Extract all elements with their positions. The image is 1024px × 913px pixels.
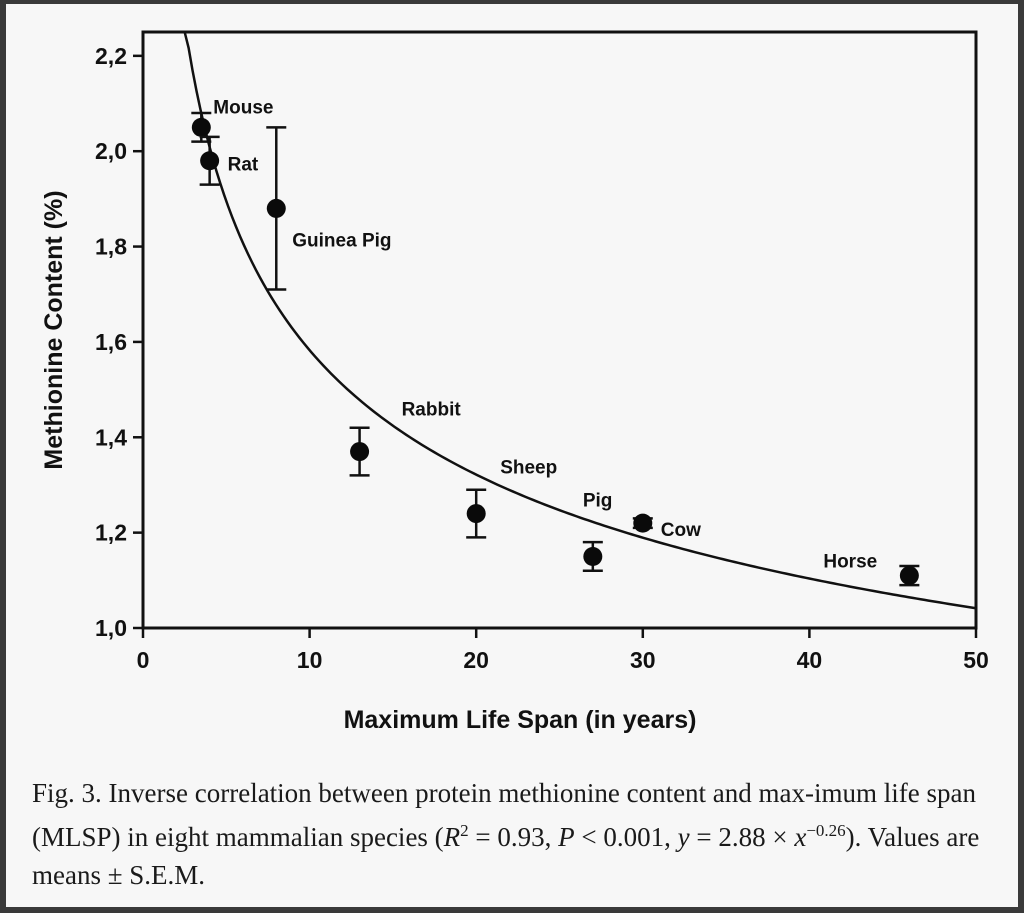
point-label: Rat bbox=[228, 155, 259, 176]
data-point-group: Sheep bbox=[466, 458, 557, 539]
data-point-group: Guinea Pig bbox=[266, 126, 392, 291]
x-tick-label: 10 bbox=[297, 647, 323, 673]
x-tick-label: 20 bbox=[463, 647, 489, 673]
figure-caption: Fig. 3. Inverse correlation between prot… bbox=[32, 774, 1002, 894]
caption-p: P bbox=[558, 822, 575, 852]
data-point bbox=[200, 151, 220, 171]
point-label: Pig bbox=[583, 490, 613, 511]
y-tick-label: 1,0 bbox=[95, 615, 127, 641]
y-tick-label: 1,6 bbox=[95, 329, 127, 355]
caption-text-3: < 0.001, bbox=[574, 822, 678, 852]
x-tick-label: 40 bbox=[797, 647, 823, 673]
y-tick-label: 1,8 bbox=[95, 234, 127, 260]
point-label: Guinea Pig bbox=[292, 230, 391, 251]
caption-y: y bbox=[677, 822, 690, 852]
y-axis-title: Methionine Content (%) bbox=[40, 190, 68, 469]
caption-text-1: Inverse correlation between protein meth… bbox=[32, 778, 976, 852]
caption-text-4: = 2.88 × bbox=[689, 822, 795, 852]
data-point bbox=[191, 117, 211, 137]
caption-r: R bbox=[443, 822, 461, 852]
y-tick-label: 1,2 bbox=[95, 520, 127, 546]
point-label: Mouse bbox=[213, 97, 273, 118]
data-point-group: Mouse bbox=[191, 97, 273, 143]
caption-x-exp: −0.26 bbox=[806, 821, 846, 840]
x-tick-label: 50 bbox=[963, 647, 989, 673]
plot-frame bbox=[141, 30, 978, 630]
x-tick-label: 0 bbox=[137, 647, 150, 673]
x-axis-title: Maximum Life Span (in years) bbox=[344, 706, 697, 734]
data-point bbox=[466, 504, 486, 524]
data-point bbox=[266, 198, 286, 218]
caption-fig-label: Fig. 3. bbox=[32, 778, 102, 808]
data-point bbox=[350, 442, 370, 462]
data-point-group: Cow bbox=[632, 513, 701, 541]
data-point-group: Horse bbox=[823, 552, 920, 587]
data-point bbox=[633, 513, 653, 533]
chart: Mouse Rat Guinea Pig Rabbit Sheep Pig Cow Horse… bbox=[40, 30, 989, 734]
point-label: Sheep bbox=[500, 458, 557, 479]
data-point-group: Pig bbox=[582, 490, 613, 573]
caption-r-exp: 2 bbox=[460, 821, 469, 840]
y-tick-label: 2,0 bbox=[95, 138, 127, 164]
caption-text-5: ). Values are means ± S.E.M. bbox=[32, 822, 980, 890]
y-tick-label: 2,2 bbox=[95, 43, 127, 69]
data-point bbox=[899, 566, 919, 586]
point-label: Horse bbox=[823, 552, 877, 573]
data-point-group: Rat bbox=[199, 135, 259, 186]
x-tick-label: 30 bbox=[630, 647, 656, 673]
data-point bbox=[583, 546, 603, 566]
figure-panel: Mouse Rat Guinea Pig Rabbit Sheep Pig Cow Horse… bbox=[6, 4, 1018, 907]
point-label: Rabbit bbox=[402, 400, 462, 421]
y-tick-label: 1,4 bbox=[95, 424, 127, 450]
fit-curve bbox=[183, 31, 977, 610]
caption-text-2: = 0.93, bbox=[468, 822, 559, 852]
data-point-group: Rabbit bbox=[349, 400, 462, 477]
point-label: Cow bbox=[661, 520, 701, 541]
caption-x: x bbox=[794, 822, 807, 852]
